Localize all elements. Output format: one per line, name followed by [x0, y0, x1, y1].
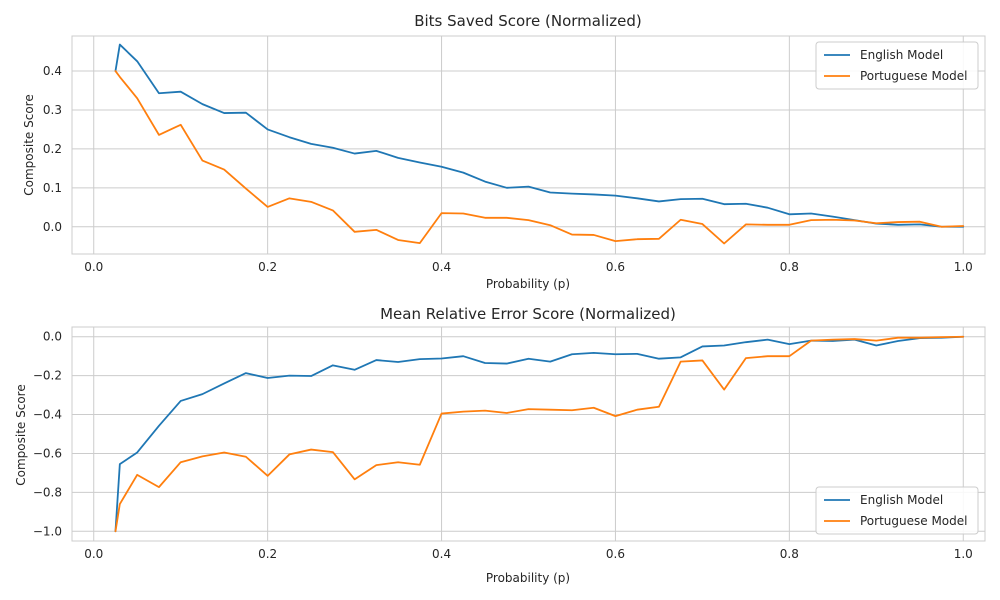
x-tick-label: 0.4: [432, 547, 451, 561]
plot-area: [71, 326, 986, 542]
x-tick-label: 0.2: [258, 547, 277, 561]
y-axis-label: Composite Score: [14, 384, 28, 485]
x-tick-label: 0.6: [606, 260, 625, 274]
y-tick-label: −1.0: [33, 524, 62, 538]
x-tick-label: 0.0: [84, 547, 103, 561]
x-axis-label: Probability (p): [486, 571, 570, 585]
subplot-mean-relative-error: Mean Relative Error Score (Normalized) 0…: [14, 305, 986, 585]
legend-frame: [815, 41, 979, 90]
series-line-portuguese-model: [114, 70, 965, 245]
x-axis-label: Probability (p): [486, 277, 570, 291]
y-tick-label: −0.6: [33, 446, 62, 460]
y-tick-label: −0.2: [33, 369, 62, 383]
x-tick-label: 0.2: [258, 260, 277, 274]
legend-frame: [815, 486, 979, 535]
x-tick-label: 0.8: [780, 547, 799, 561]
plot-area: [71, 35, 986, 255]
y-tick-label: 0.0: [43, 220, 62, 234]
y-axis-label: Composite Score: [22, 94, 36, 195]
y-tick-label: −0.8: [33, 485, 62, 499]
legend-label-english: English Model: [860, 493, 943, 507]
x-tick-label: 1.0: [954, 547, 973, 561]
y-tick-label: 0.0: [43, 330, 62, 344]
chart-title: Bits Saved Score (Normalized): [414, 12, 642, 30]
subplot-bits-saved: Bits Saved Score (Normalized) 0.0 0.2 0.4 0…: [22, 12, 986, 291]
chart-title: Mean Relative Error Score (Normalized): [380, 305, 676, 323]
y-tick-label: 0.1: [43, 181, 62, 195]
series-line-portuguese-model: [114, 335, 965, 533]
x-tick-label: 0.0: [84, 260, 103, 274]
series-line-english-model: [114, 43, 965, 228]
y-tick-label: −0.4: [33, 408, 62, 422]
legend-label-portuguese: Portuguese Model: [860, 514, 967, 528]
y-tick-label: 0.4: [43, 64, 62, 78]
y-tick-label: 0.2: [43, 142, 62, 156]
legend: English Model Portuguese Model: [815, 41, 979, 90]
x-tick-label: 1.0: [954, 260, 973, 274]
y-tick-label: 0.3: [43, 103, 62, 117]
x-tick-label: 0.4: [432, 260, 451, 274]
x-tick-label: 0.6: [606, 547, 625, 561]
x-tick-label: 0.8: [780, 260, 799, 274]
legend-label-english: English Model: [860, 48, 943, 62]
legend: English Model Portuguese Model: [815, 486, 979, 535]
legend-label-portuguese: Portuguese Model: [860, 69, 967, 83]
